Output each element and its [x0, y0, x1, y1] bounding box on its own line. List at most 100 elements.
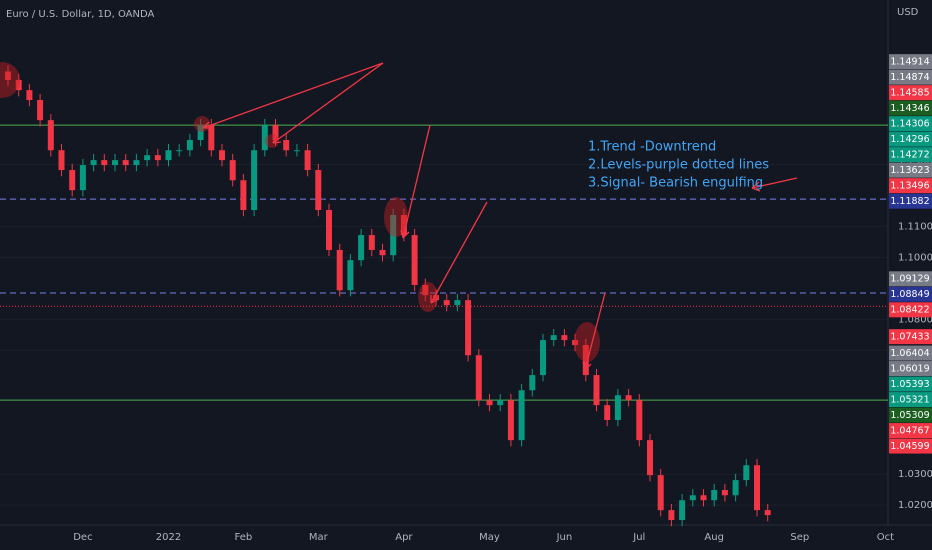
candle-body: [636, 400, 643, 441]
x-tick-label: 2022: [156, 532, 181, 543]
candle-body: [251, 150, 258, 210]
candle-body: [668, 510, 675, 521]
candle-body: [657, 475, 664, 511]
price-label: 1.05309: [890, 410, 929, 421]
x-tick-label: Dec: [73, 532, 92, 543]
candle-body: [540, 340, 546, 376]
candle-body: [465, 300, 472, 356]
candle-body: [272, 125, 279, 140]
x-tick-label: Apr: [395, 532, 413, 543]
price-label: 1.13496: [890, 180, 929, 191]
candle-body: [15, 79, 22, 91]
annotation-line: 3.Signal- Bearish engulfing: [588, 176, 763, 191]
candle-body: [229, 160, 236, 181]
arrow: [202, 62, 384, 129]
price-label: 1.06019: [890, 363, 929, 374]
price-label: 1.14585: [890, 87, 929, 98]
price-label-box: [889, 361, 932, 377]
price-label-box: [889, 131, 932, 147]
arrow: [272, 62, 384, 144]
price-label-box: [889, 116, 932, 132]
candle-body: [422, 284, 429, 296]
symbol-title: Euro / U.S. Dollar, 1D, OANDA: [6, 9, 155, 20]
candle-body: [176, 150, 183, 152]
price-label-box: [889, 100, 932, 116]
price-label-box: [889, 162, 932, 178]
candle-body: [721, 490, 728, 496]
price-label: 1.06404: [890, 348, 929, 359]
price-label: 1.04599: [890, 441, 929, 452]
candle-body: [572, 340, 579, 346]
candle-body: [133, 160, 140, 166]
candle-body: [315, 170, 322, 210]
price-label-box: [889, 193, 932, 209]
price-label-box: [889, 302, 932, 318]
candle-body: [165, 150, 172, 161]
price-label: 1.07433: [890, 331, 929, 342]
price-label-box: [889, 392, 932, 408]
y-tick-label: 1.03000: [898, 469, 932, 480]
candle-body: [743, 465, 750, 481]
price-label: 1.11882: [890, 196, 929, 207]
candle-body: [112, 160, 118, 166]
candle-body: [561, 335, 568, 341]
candle-body: [208, 125, 215, 151]
arrow: [582, 292, 606, 371]
candle-body: [689, 495, 696, 501]
candle-body: [475, 355, 482, 401]
candle-body: [433, 295, 439, 301]
candle-body: [679, 500, 686, 521]
candle-body: [593, 375, 600, 406]
candle-body: [411, 235, 418, 285]
highlight: [418, 282, 438, 312]
highlight: [574, 322, 600, 362]
candle-body: [69, 170, 76, 191]
price-label: 1.14346: [890, 103, 929, 114]
candle-body: [518, 390, 525, 441]
price-label-box: [889, 376, 932, 392]
price-label-box: [889, 329, 932, 345]
price-label-box: [889, 423, 932, 439]
price-axis: 1.130001.110001.100001.080001.070001.030…: [889, 54, 932, 511]
candle-body: [700, 495, 707, 501]
candle-body: [47, 120, 54, 151]
annotation-line: 2.Levels-purple dotted lines: [588, 158, 769, 173]
price-label: 1.05393: [890, 379, 929, 390]
candles: [5, 65, 771, 527]
grid: [0, 163, 888, 506]
candle-body: [122, 160, 129, 166]
highlight: [0, 62, 20, 98]
candle-body: [497, 400, 504, 406]
price-label-box: [889, 286, 932, 302]
price-label-box: [889, 271, 932, 287]
candle-body: [293, 150, 300, 152]
candle-body: [154, 155, 161, 161]
arrow: [400, 124, 431, 239]
candle-body: [711, 490, 718, 501]
candle-body: [754, 465, 760, 511]
candle-body: [326, 210, 332, 250]
candle-body: [186, 140, 193, 151]
candle-body: [379, 249, 386, 256]
candle-body: [101, 160, 108, 166]
price-label: 1.08849: [890, 289, 929, 300]
price-label-box: [889, 178, 932, 194]
x-tick-label: Sep: [790, 532, 809, 543]
y-tick-label: 1.10000: [898, 252, 932, 263]
highlight: [384, 197, 408, 237]
price-label: 1.14296: [890, 134, 929, 145]
candle-body: [336, 249, 343, 291]
candle-body: [347, 260, 354, 291]
price-label: 1.14306: [890, 118, 929, 129]
candle-body: [614, 395, 621, 420]
candle-body: [550, 335, 557, 341]
candle-body: [261, 125, 268, 151]
price-label-box: [889, 147, 932, 163]
x-tick-label: Aug: [704, 532, 724, 543]
price-label-box: [889, 85, 932, 101]
candle-body: [240, 180, 247, 210]
x-tick-label: May: [479, 532, 500, 543]
y-tick-label: 1.02000: [898, 500, 932, 511]
